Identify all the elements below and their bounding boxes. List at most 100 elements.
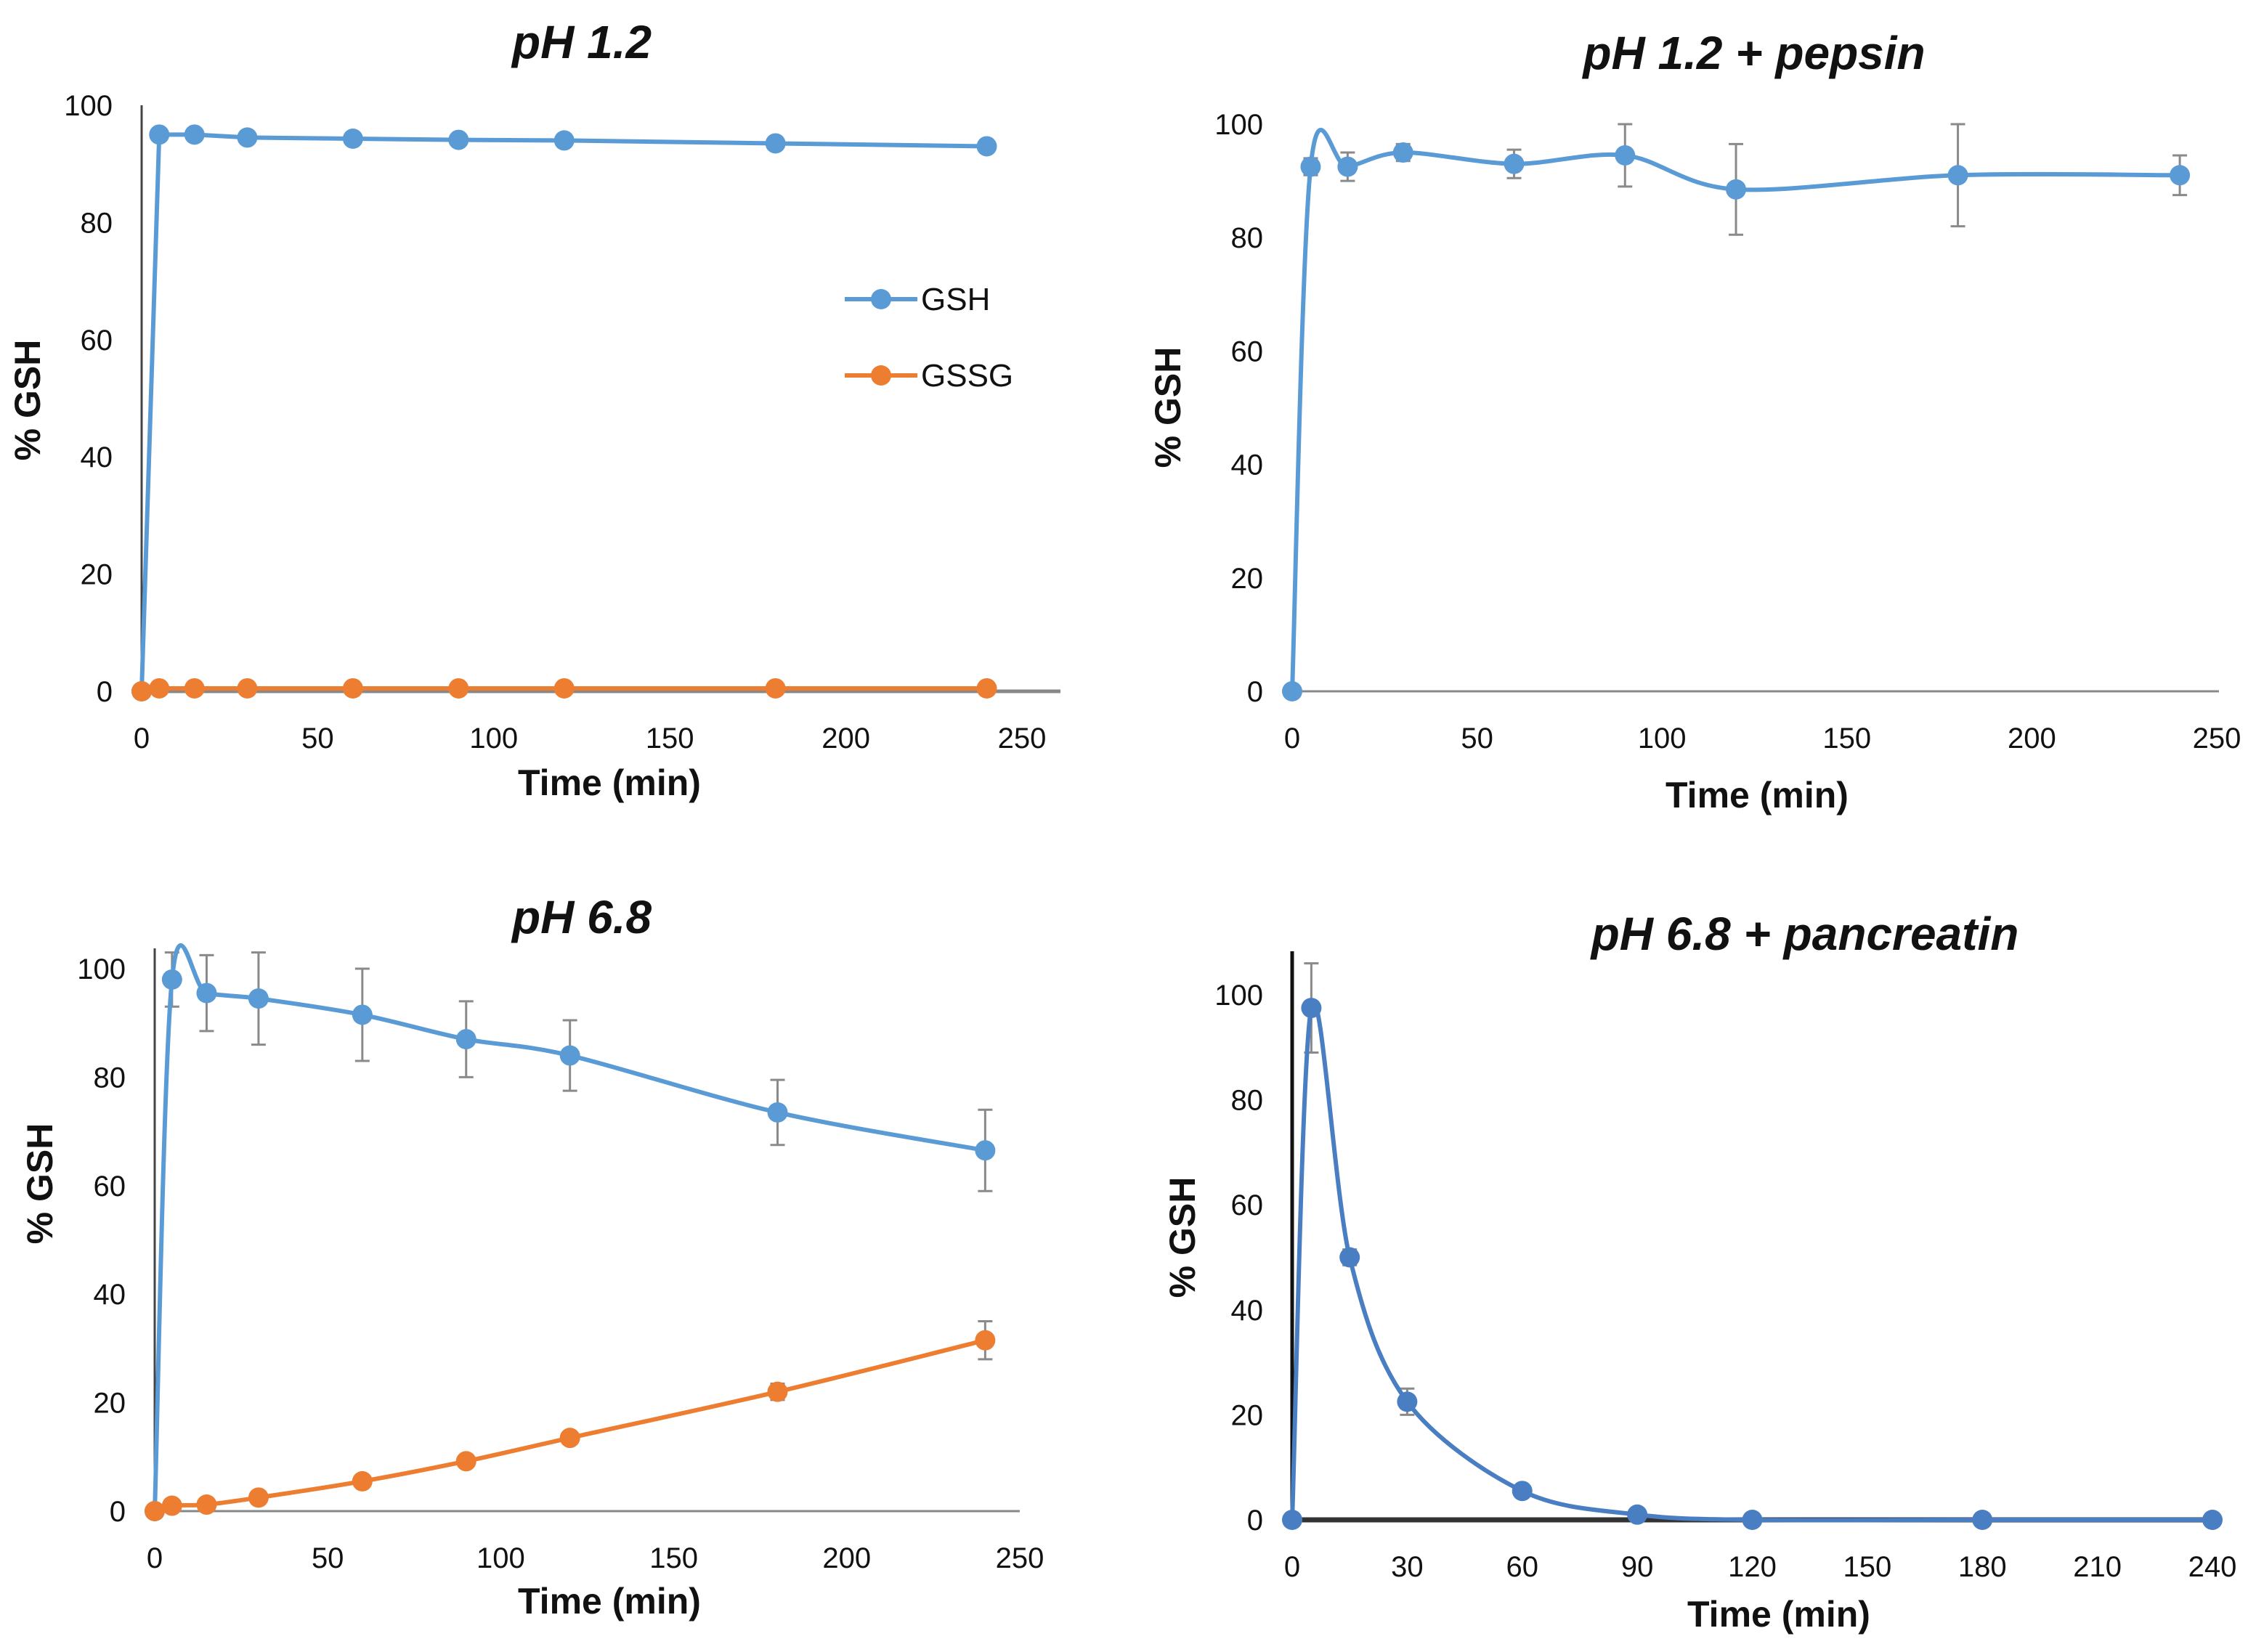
chart-3: pH 6.8 0 50 100 150 200 250 0 20 40 60 80 100 Time (m… xyxy=(20,891,1044,1622)
data-point xyxy=(161,969,182,990)
data-point xyxy=(2202,1510,2223,1530)
data-point xyxy=(1282,1510,1302,1530)
data-point xyxy=(767,1381,788,1402)
x-tick-label: 100 xyxy=(469,723,518,754)
data-point xyxy=(1615,145,1636,166)
x-axis-title: Time (min) xyxy=(518,1581,701,1622)
y-tick-label: 100 xyxy=(1214,109,1263,141)
data-point xyxy=(559,1428,580,1449)
y-tick-label: 80 xyxy=(1231,1085,1264,1117)
y-tick-label: 40 xyxy=(1231,449,1264,481)
data-point xyxy=(248,988,269,1009)
x-tick-label: 150 xyxy=(1822,723,1871,754)
data-point xyxy=(1301,998,1322,1019)
data-point xyxy=(2170,165,2191,186)
data-point xyxy=(248,1487,269,1508)
x-tick-label: 0 xyxy=(1284,723,1300,754)
data-point xyxy=(448,678,469,699)
x-tick-label: 200 xyxy=(821,723,870,754)
x-tick-label: 210 xyxy=(2073,1551,2122,1583)
data-point xyxy=(976,136,997,157)
data-point xyxy=(1512,1481,1533,1502)
data-point xyxy=(237,678,258,699)
y-tick-label: 80 xyxy=(81,207,113,239)
data-point xyxy=(448,129,469,150)
y-tick-label: 100 xyxy=(77,953,126,985)
data-point xyxy=(342,128,363,149)
data-point xyxy=(1726,179,1747,200)
series-line xyxy=(139,132,987,692)
x-tick-label: 150 xyxy=(649,1542,698,1574)
data-point xyxy=(145,1501,165,1521)
chart-4: pH 6.8 + pancreatin 0 30 60 90 120 150 180 210 24… xyxy=(1162,908,2236,1635)
data-point xyxy=(975,1140,996,1161)
data-point xyxy=(149,678,170,699)
data-point xyxy=(1337,156,1358,177)
y-tick-label: 20 xyxy=(94,1388,126,1420)
chart-title: pH 1.2 xyxy=(511,16,652,68)
y-axis-title: % GSH xyxy=(7,340,48,461)
data-point xyxy=(1627,1504,1648,1525)
data-point xyxy=(184,678,205,699)
data-point xyxy=(131,681,152,701)
data-point xyxy=(342,678,363,699)
x-tick-label: 0 xyxy=(1284,1551,1300,1583)
y-tick-label: 100 xyxy=(1214,980,1263,1012)
y-tick-label: 0 xyxy=(97,676,113,708)
x-tick-label: 30 xyxy=(1391,1551,1424,1583)
y-tick-label: 60 xyxy=(81,325,113,357)
x-tick-label: 100 xyxy=(1638,723,1687,754)
data-point xyxy=(352,1004,373,1025)
data-point xyxy=(976,678,997,699)
series-gssg xyxy=(131,678,997,701)
y-tick-label: 20 xyxy=(1231,563,1264,595)
series-gsh xyxy=(1282,962,2223,1530)
x-tick-label: 250 xyxy=(2193,723,2241,754)
chart-2: pH 1.2 + pepsin 0 50 100 150 200 250 0 20 40 60 80 1… xyxy=(1148,27,2241,815)
data-point xyxy=(196,982,217,1004)
y-tick-label: 0 xyxy=(1247,676,1263,708)
data-point xyxy=(1392,142,1413,163)
y-tick-label: 40 xyxy=(81,442,113,473)
x-tick-label: 120 xyxy=(1728,1551,1777,1583)
chart-title: pH 1.2 + pepsin xyxy=(1581,27,1925,79)
y-axis-title: % GSH xyxy=(1148,347,1188,468)
legend-item-gssg: GSSG xyxy=(845,358,1013,394)
data-point xyxy=(455,1029,476,1050)
x-tick-label: 0 xyxy=(147,1542,163,1574)
x-tick-label: 90 xyxy=(1621,1551,1654,1583)
y-tick-label: 40 xyxy=(94,1279,126,1311)
series-gsh xyxy=(1282,123,2191,701)
series-line xyxy=(153,943,986,1512)
y-tick-label: 40 xyxy=(1231,1295,1264,1327)
x-tick-label: 60 xyxy=(1506,1551,1539,1583)
series-line xyxy=(1290,1001,2212,1523)
y-tick-label: 80 xyxy=(1231,222,1264,254)
y-tick-label: 20 xyxy=(81,559,113,591)
x-tick-label: 180 xyxy=(1958,1551,2007,1583)
y-tick-label: 0 xyxy=(110,1496,126,1528)
y-tick-label: 60 xyxy=(1231,335,1264,367)
y-axis-title: % GSH xyxy=(20,1123,60,1245)
data-point xyxy=(352,1470,373,1492)
data-point xyxy=(149,124,170,145)
x-axis-title: Time (min) xyxy=(1665,775,1849,815)
data-point xyxy=(1504,153,1525,174)
data-point xyxy=(1972,1510,1993,1530)
y-tick-label: 80 xyxy=(94,1062,126,1094)
data-point xyxy=(1742,1510,1763,1530)
y-tick-label: 0 xyxy=(1247,1505,1263,1537)
series-gsh xyxy=(131,124,997,701)
legend-label: GSH xyxy=(921,282,990,317)
data-point xyxy=(1300,156,1321,177)
x-tick-label: 50 xyxy=(1461,723,1493,754)
y-tick-label: 60 xyxy=(1231,1189,1264,1221)
chart-title: pH 6.8 xyxy=(511,891,652,943)
data-point xyxy=(1397,1391,1418,1412)
y-axis-title: % GSH xyxy=(1162,1177,1203,1298)
data-point xyxy=(237,127,258,148)
x-tick-label: 150 xyxy=(1843,1551,1892,1583)
chart-title: pH 6.8 + pancreatin xyxy=(1590,908,2019,960)
